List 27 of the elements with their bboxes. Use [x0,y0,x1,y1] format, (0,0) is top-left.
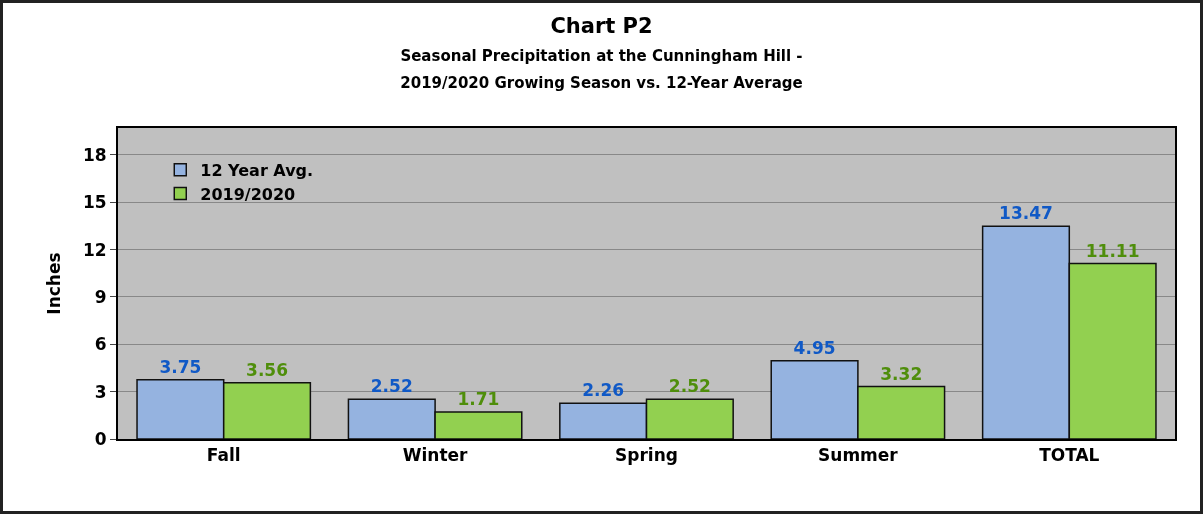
data-label: 3.75 [159,356,202,377]
y-tick-label: 12 [82,239,107,260]
x-tick-label: Summer [818,445,899,466]
y-tick-label: 18 [82,144,107,165]
y-axis-title: Inches [43,252,64,315]
data-label: 2.26 [582,380,625,401]
chart-subtitle: Seasonal Precipitation at the Cunningham Hill - 2019/2020 Growing Season vs. 12-Year Average [400,46,803,93]
y-tick-label: 6 [94,334,107,355]
x-tick-label: TOTAL [1039,445,1100,466]
y-tick-label: 9 [94,286,107,307]
y-tick-label: 15 [82,192,107,213]
chart-title: Chart P2 [550,14,653,39]
data-label: 13.47 [999,203,1053,224]
x-tick-label: Spring [615,445,678,466]
x-tick-label: Winter [402,445,469,466]
x-tick-label: Fall [206,445,241,466]
y-tick-label: 0 [94,428,107,449]
legend-label: 12 Year Avg. [200,161,314,181]
y-tick-label: 3 [94,381,107,402]
data-label: 2.52 [370,376,413,397]
data-label: 3.56 [246,359,289,380]
data-label: 4.95 [793,337,836,358]
data-label: 1.71 [457,389,500,409]
legend-label: 2019/2020 [200,184,296,204]
data-label: 2.52 [668,376,711,397]
data-label: 11.11 [1085,240,1140,261]
data-label: 3.32 [880,363,923,384]
